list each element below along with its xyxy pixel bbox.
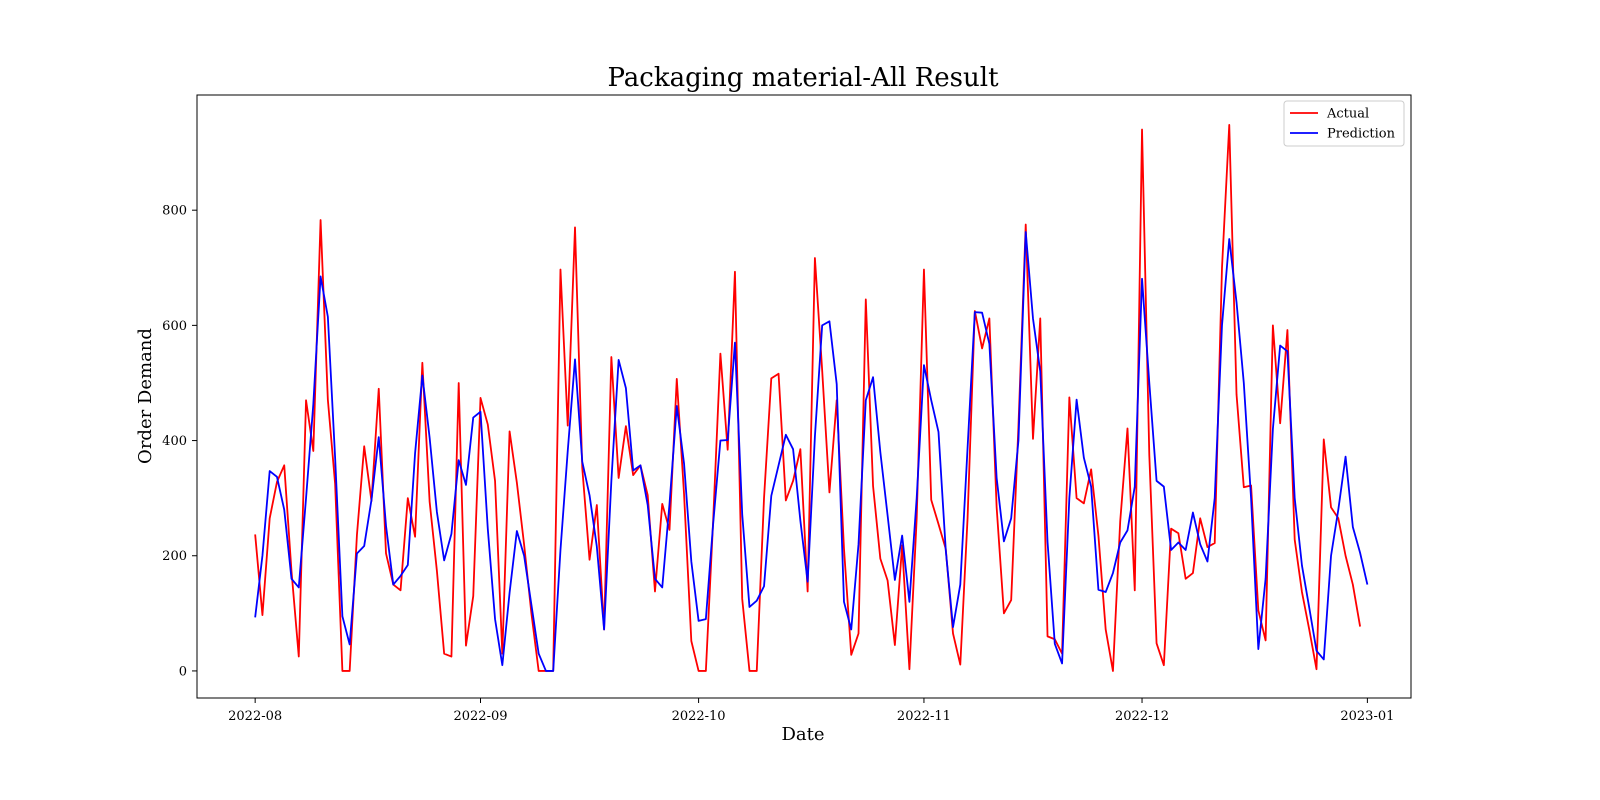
plot-area <box>254 124 1369 672</box>
x-tick-label: 2022-10 <box>672 709 726 724</box>
x-tick-label: 2023-01 <box>1340 709 1394 724</box>
x-tick-label: 2022-09 <box>453 709 507 724</box>
legend-label-prediction: Prediction <box>1327 127 1396 142</box>
y-axis-title: Order Demand <box>135 328 156 464</box>
y-tick-label: 800 <box>162 204 187 219</box>
legend-label-actual: Actual <box>1326 107 1369 122</box>
x-tick-label: 2022-12 <box>1115 709 1169 724</box>
x-axis-title: Date <box>781 724 824 745</box>
chart-title: Packaging material-All Result <box>607 63 999 93</box>
x-tick-label: 2022-08 <box>228 709 282 724</box>
y-tick-label: 200 <box>162 549 187 564</box>
x-axis: 2022-08 2022-09 2022-10 2022-11 2022-12 2023-… <box>228 698 1394 724</box>
legend: Actual Prediction <box>1283 100 1405 147</box>
series-line-prediction <box>254 231 1369 672</box>
x-tick-label: 2022-11 <box>897 709 951 724</box>
series-line-actual <box>254 124 1361 672</box>
y-tick-label: 0 <box>179 664 187 679</box>
plot-frame <box>196 94 1412 699</box>
y-tick-label: 400 <box>162 434 187 449</box>
y-tick-label: 600 <box>162 319 187 334</box>
y-axis: 0 200 400 600 800 <box>162 204 197 679</box>
